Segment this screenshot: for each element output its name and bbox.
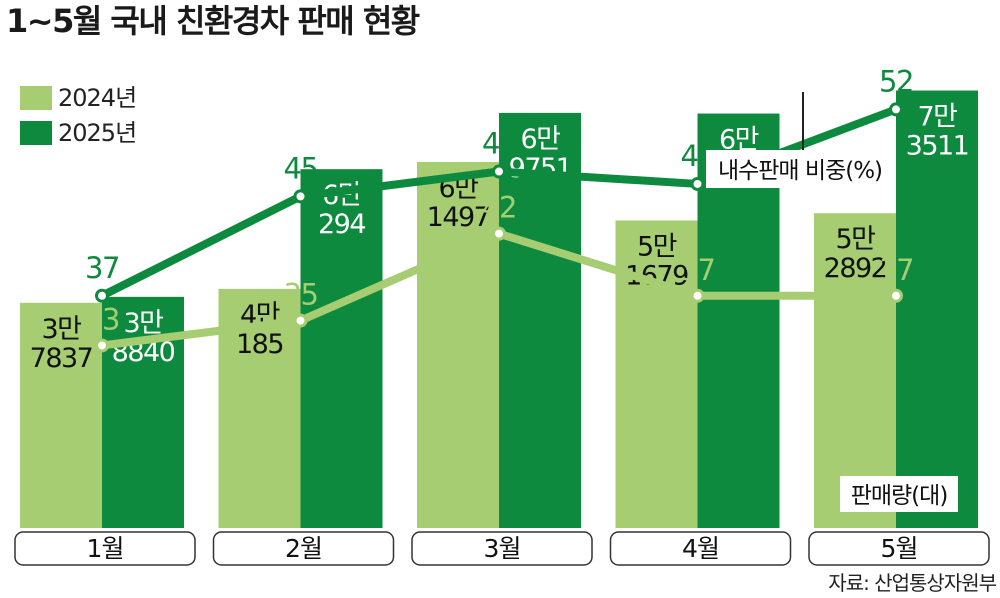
month-label: 5월	[881, 534, 918, 563]
line-point	[293, 189, 308, 204]
bar-2024년-5월	[814, 213, 896, 529]
month-tab	[411, 531, 593, 566]
bar-value-label: 294	[318, 209, 365, 240]
bar-value-label: 5만	[835, 224, 875, 255]
line-point	[889, 288, 903, 303]
legend-label-2024: 2024년	[58, 84, 136, 112]
bar-2025년-2월	[300, 169, 383, 528]
month-label: 3월	[484, 534, 521, 563]
line-annotation-background	[706, 150, 894, 188]
line-value-label: 37	[85, 251, 119, 285]
legend: 2024년 2025년	[20, 84, 137, 147]
bar-value-label: 3만	[41, 314, 81, 345]
line-value-label: 33	[85, 302, 119, 336]
bar-2025년-5월	[896, 90, 978, 529]
month-label: 2월	[285, 534, 322, 563]
legend-label-2025: 2025년	[58, 119, 136, 147]
month-tab	[609, 531, 792, 566]
bar-value-label: 6만	[520, 124, 560, 155]
line-point	[95, 338, 109, 353]
bar-unit-note-background	[840, 476, 958, 512]
line-point	[492, 226, 506, 241]
bar-value-label: 3511	[906, 131, 969, 162]
line-value-label: 52	[879, 64, 913, 98]
bar-2024년-1월	[20, 302, 102, 528]
bar-value-label: 185	[236, 329, 283, 360]
line-point	[889, 102, 903, 117]
line-point	[690, 176, 705, 191]
legend-swatch-2024	[20, 86, 52, 110]
month-label: 4월	[682, 534, 719, 563]
bar-value-label: 1497	[427, 202, 490, 233]
line-value-label: 47	[482, 127, 516, 161]
bar-value-label: 2892	[824, 253, 887, 284]
bar-value-label: 7837	[30, 343, 93, 374]
line-point	[293, 313, 308, 328]
line-value-label: 45	[284, 151, 318, 185]
bar-unit-note: 판매량(대)	[851, 483, 948, 509]
chart-title: 1~5월 국내 친환경차 판매 현황	[6, 2, 420, 40]
month-tab	[808, 531, 990, 566]
line-value-label: 37	[681, 253, 715, 287]
line-point	[690, 288, 705, 303]
line-point	[95, 288, 109, 303]
line-value-label: 37	[879, 253, 913, 287]
bar-2024년-3월	[417, 162, 499, 528]
source-note: 자료: 산업통상자원부	[828, 571, 996, 595]
line-value-label: 35	[284, 278, 318, 312]
bar-value-label: 5만	[637, 231, 677, 262]
line-value-label: 42	[482, 191, 516, 225]
month-tab	[212, 531, 395, 566]
bar-2025년-3월	[499, 112, 581, 528]
line-point	[492, 164, 506, 179]
legend-swatch-2025	[20, 121, 52, 145]
line-annotation: 내수판매 비중(%)	[718, 158, 882, 184]
month-tab	[14, 531, 196, 566]
bar-value-label: 3만	[123, 308, 163, 339]
month-label: 1월	[87, 534, 124, 563]
bar-value-label: 7만	[917, 102, 957, 133]
